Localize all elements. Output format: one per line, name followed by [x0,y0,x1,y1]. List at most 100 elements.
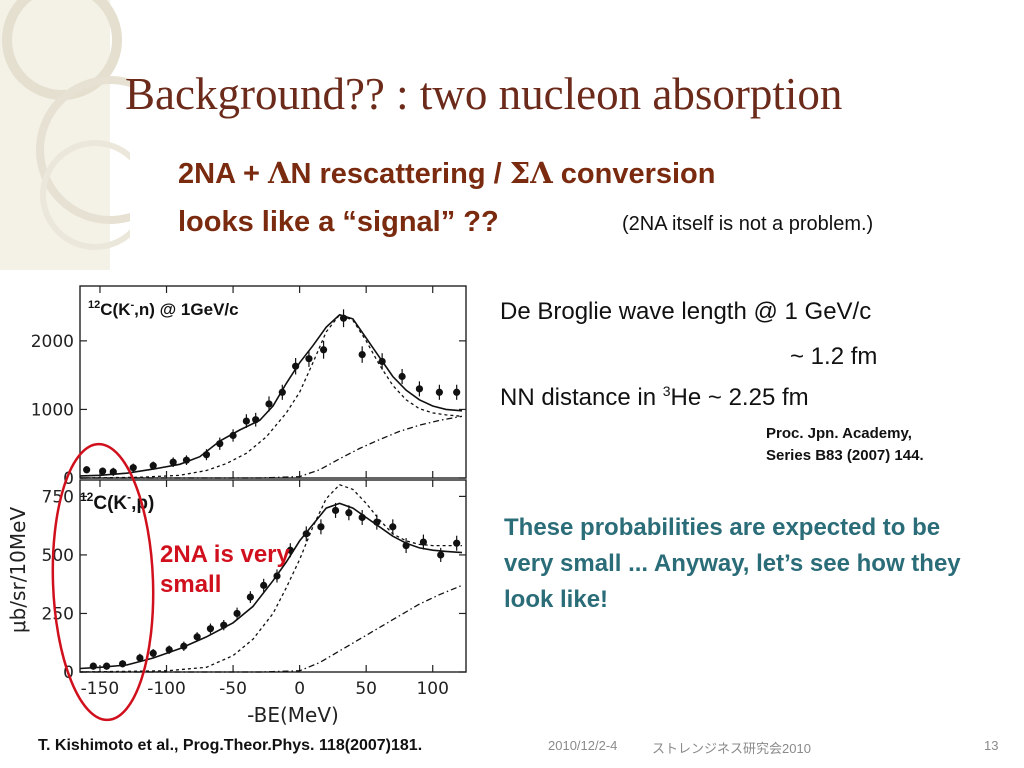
probability-comment: These probabilities are expected to be v… [504,514,961,613]
data-point [373,518,381,526]
curve-solid-top [79,313,463,477]
data-point [302,530,310,538]
slide-title: Background?? : two nucleon absorption [125,69,843,119]
data-point [252,416,260,424]
data-point [149,649,157,657]
figure-chart: 0 1000 2000 0 250 500 750 -150 -100 -50 0 50 100 μb… [0,270,480,730]
data-point [398,372,406,381]
y-tick-label-top: 1000 [31,400,74,420]
data-point [435,388,443,396]
curve-dotted-bottom [79,483,462,673]
data-point [202,451,211,459]
data-point [99,467,107,475]
data-point [136,654,144,662]
data-point [419,538,428,546]
data-point [216,440,224,448]
data-point [339,314,348,322]
data-point [278,388,286,396]
data-point [319,346,328,354]
x-tick-label: -50 [219,679,247,699]
data-point [229,431,237,440]
data-point [331,506,340,515]
curve-dashdot-bottom [80,584,463,673]
data-point [402,541,410,550]
x-tick-label: -150 [81,679,120,699]
panel-bottom-label-minus: - [127,490,131,504]
data-point [182,456,191,464]
data-point [129,464,137,472]
panel-top-label: 12C(K-,n) @ 1GeV/c [88,299,239,319]
curve-dashdot-top [80,415,463,479]
panel-top: 0 1000 2000 [31,285,467,489]
panel-bottom-label-sup: 12 [80,490,94,504]
data-point [260,581,268,589]
page-number: 13 [984,738,999,753]
figure-reference: T. Kishimoto et al., Prog.Theor.Phys. 11… [38,737,423,754]
panel-bottom-label-pre: C(K [93,493,127,514]
y-tick-label-bottom: 500 [42,546,74,566]
de-broglie-line1: De Broglie wave length @ 1 GeV/c [500,298,872,325]
data-point [437,551,445,559]
data-point [89,662,97,670]
data-point [246,593,254,601]
y-axis-label: μb/sr/10MeV [6,507,30,634]
reference-line1: Proc. Jpn. Academy, [766,425,912,442]
data-point [292,362,300,370]
data-point [149,462,157,470]
curve-dotted-top [79,314,463,479]
data-point [265,400,273,408]
data-point [242,417,250,425]
data-point [358,513,366,522]
panel-top-label-post: ,n) @ 1GeV/c [134,300,238,319]
footer-date: 2010/12/2-4 [548,738,618,753]
subtitle-mid: N rescattering / [290,158,510,190]
reference-line2: Series B83 (2007) 144. [766,447,924,464]
y-tick-label-top: 2000 [31,332,74,352]
data-point [83,466,91,474]
data-point [415,385,424,393]
subtitle-line1: 2NA + ΛN rescattering / ΣΛ conversion [178,156,716,191]
data-point [345,509,353,517]
annotation-2na: 2NA is very small [160,541,290,598]
data-point [286,546,294,554]
data-point [103,662,111,670]
x-axis-label: -BE(MeV) [247,703,339,727]
panel-top-label-minus: - [130,299,134,311]
nn-distance-pre: NN distance in [500,384,663,411]
lambda-symbol: Λ [268,156,291,190]
x-tick-label: 0 [294,679,305,699]
sigma-lambda-symbol: ΣΛ [509,156,553,190]
data-point [453,388,461,396]
note-text: (2NA itself is not a problem.) [622,213,874,235]
x-tick-label: 50 [355,679,377,699]
x-tick-label: 100 [416,679,448,699]
panel-top-label-sup: 12 [88,299,100,311]
de-broglie-line2: ~ 1.2 fm [790,343,878,370]
data-point [206,625,215,633]
data-point [118,660,127,668]
data-point [180,642,188,650]
red-ellipse-annotation [51,442,155,722]
subtitle-line2: looks like a “signal” ?? [178,206,499,238]
x-tick-label: -100 [147,679,186,699]
data-point [109,468,117,476]
data-point [358,350,366,359]
nn-distance-sup: 3 [662,383,671,399]
y-tick-label-top: 0 [63,469,74,489]
data-point [193,633,201,641]
data-point [453,539,461,547]
data-point [169,458,177,466]
nn-distance: NN distance in 3He ~ 2.25 fm [500,383,809,412]
data-point [165,646,173,654]
data-point [273,572,281,580]
panel-top-label-pre: C(K [100,300,131,319]
subtitle-pre: 2NA + [178,158,268,190]
data-point [233,609,241,618]
footer-meeting: ストレンジネス研究会2010 [652,741,811,756]
data-point [317,523,325,531]
data-point [389,523,397,531]
data-point [305,355,313,363]
nn-distance-post: He ~ 2.25 fm [670,384,809,411]
subtitle-post: conversion [552,158,716,190]
